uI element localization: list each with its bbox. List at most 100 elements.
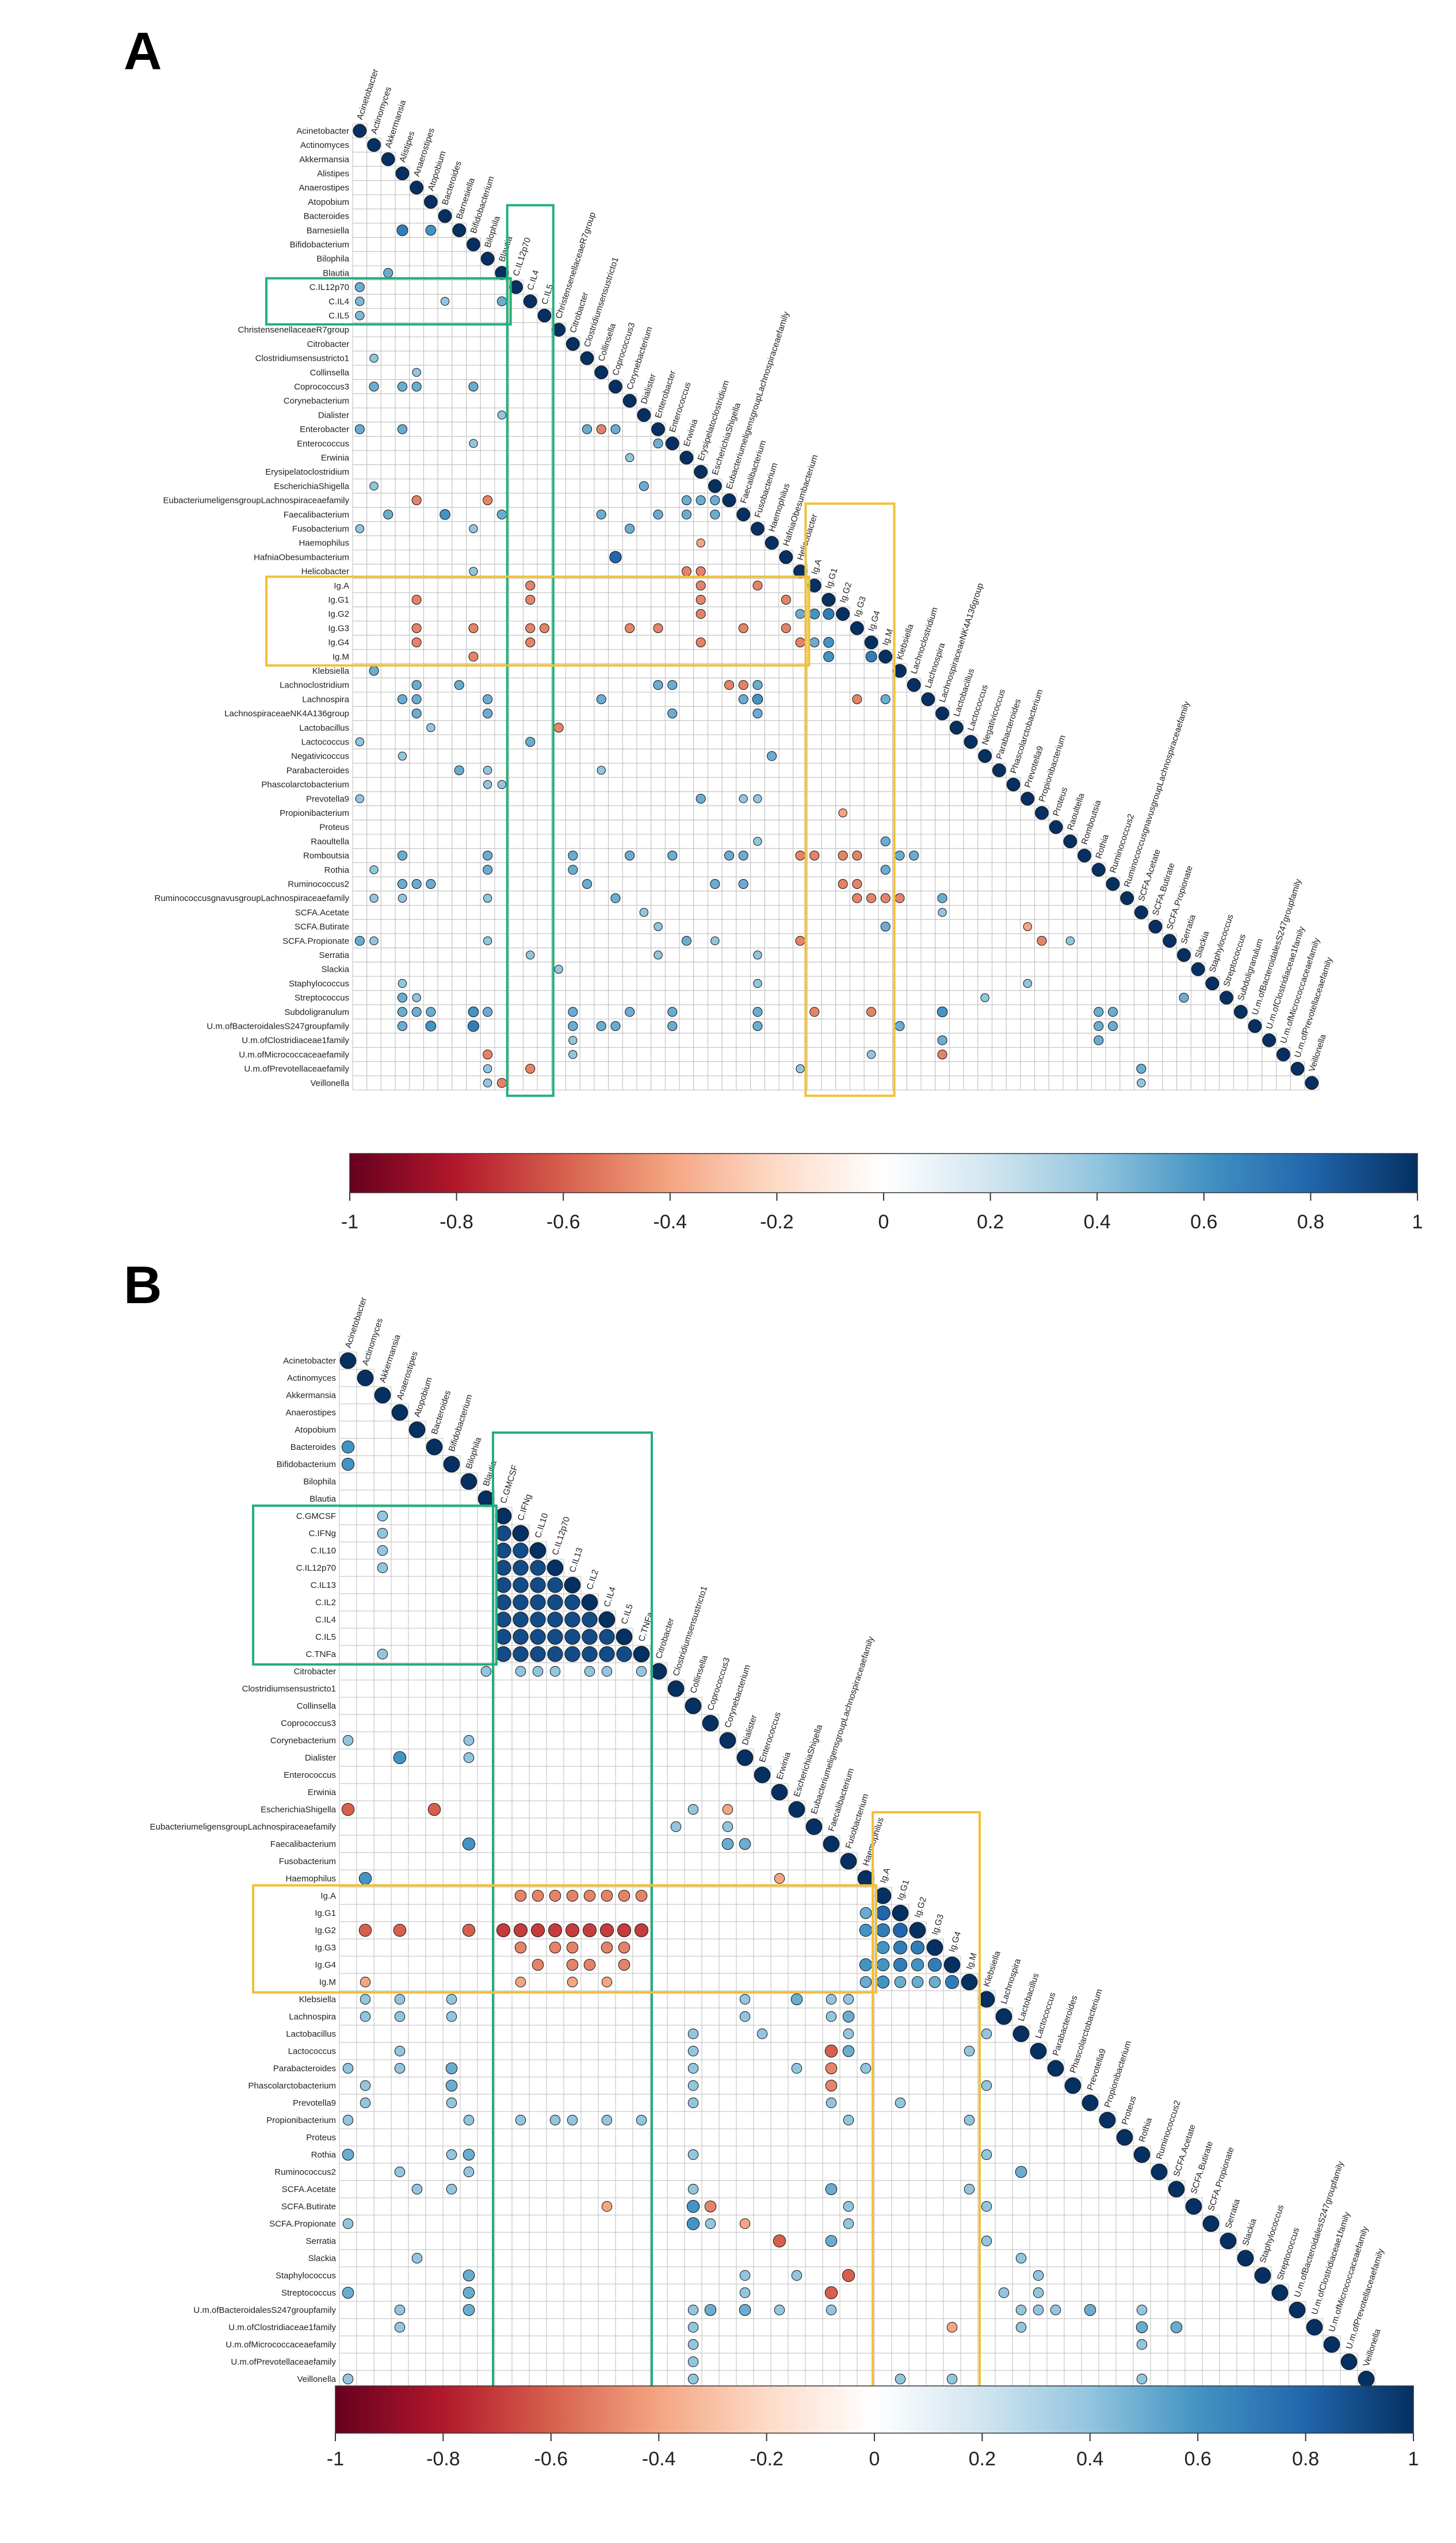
correlation-mark-u-m-ofbacteroidaless247groupfamily-erwinia — [774, 2304, 785, 2316]
row-label-u-m-ofprevotellaceaefamily: U.m.ofPrevotellaceaefamily — [244, 1064, 349, 1074]
grid-cell — [529, 2284, 547, 2302]
grid-cell — [736, 862, 751, 877]
grid-cell — [992, 948, 1007, 963]
grid-cell — [1098, 2214, 1117, 2233]
grid-cell — [494, 2094, 513, 2112]
grid-cell — [1046, 2180, 1065, 2198]
correlation-mark-lachnoclostridium-enterobacter — [653, 680, 663, 690]
grid-cell — [770, 2025, 789, 2043]
grid-cell — [1162, 1061, 1178, 1076]
grid-cell — [1034, 891, 1049, 906]
grid-cell — [992, 1061, 1007, 1076]
grid-cell — [511, 2042, 530, 2060]
grid-cell — [651, 578, 666, 593]
correlation-mark-c-il5-c-ifng — [513, 1629, 529, 1645]
grid-cell — [460, 2214, 478, 2233]
row-label-scfa-butirate: SCFA.Butirate — [281, 2202, 336, 2212]
grid-cell — [395, 621, 410, 636]
grid-cell — [935, 948, 950, 963]
grid-cell — [1219, 2318, 1237, 2336]
grid-cell — [1150, 2335, 1168, 2354]
grid-cell — [719, 2128, 737, 2147]
correlation-mark-c-il5-c-il10 — [530, 1629, 546, 1645]
grid-cell — [537, 961, 552, 977]
grid-cell — [391, 1507, 409, 1525]
correlation-mark-raoultella-ig-m — [880, 836, 891, 846]
grid-cell — [926, 2025, 944, 2043]
correlation-mark-ruminococcus2-faecalibacterium — [738, 879, 748, 889]
correlation-mark-c-il4-c-il10 — [530, 1612, 546, 1628]
grid-cell — [598, 2214, 616, 2233]
grid-cell — [664, 990, 680, 1005]
grid-cell — [667, 2318, 685, 2336]
grid-cell — [529, 2025, 547, 2043]
diagonal-mark-prevotella9 — [1082, 2094, 1099, 2111]
grid-cell — [708, 919, 723, 934]
correlation-mark-lactococcus-faecalibacterium — [824, 2044, 838, 2058]
grid-cell — [736, 2128, 754, 2147]
grid-cell — [1012, 2145, 1030, 2164]
grid-cell — [391, 1835, 409, 1853]
grid-cell — [373, 2214, 392, 2233]
grid-cell — [1029, 2076, 1048, 2095]
grid-cell — [1029, 2111, 1048, 2129]
grid-cell — [452, 507, 467, 522]
correlation-mark-eubacteriumeligensgrouplachnospiraceaefamily-clostridiumsensustricto1 — [670, 1821, 682, 1832]
grid-cell — [366, 393, 381, 408]
grid-cell — [565, 763, 580, 778]
grid-cell — [949, 1075, 964, 1091]
grid-cell — [788, 1817, 806, 1836]
grid-cell — [770, 2335, 789, 2354]
grid-cell — [622, 422, 637, 437]
grid-cell — [721, 720, 737, 735]
grid-cell — [636, 635, 652, 650]
diagonal-mark-c-il2 — [581, 1594, 598, 1611]
correlation-mark-citrobacter-c-tnfa — [636, 1666, 647, 1677]
grid-cell — [452, 479, 467, 494]
grid-cell — [580, 1783, 599, 1801]
grid-cell — [522, 393, 538, 408]
grid-cell — [736, 976, 751, 991]
grid-cell — [563, 1714, 582, 1732]
grid-cell — [546, 2076, 564, 2095]
grid-cell — [821, 990, 836, 1005]
grid-cell — [395, 919, 410, 934]
correlation-mark-citrobacter-c-il4 — [601, 1666, 613, 1677]
grid-cell — [442, 1973, 461, 1991]
grid-cell — [395, 961, 410, 977]
grid-cell — [409, 763, 424, 778]
grid-cell — [1046, 2284, 1065, 2302]
grid-cell — [788, 2128, 806, 2147]
grid-cell — [863, 905, 879, 920]
correlation-mark-lactobacillus-collinsella — [687, 2028, 699, 2040]
grid-cell — [651, 734, 666, 750]
row-label-c-il4: C.IL4 — [328, 297, 349, 307]
grid-cell — [821, 919, 836, 934]
grid-cell — [891, 2232, 909, 2250]
row-label-dialister: Dialister — [305, 1753, 336, 1763]
correlation-mark-propionibacterium-c-tnfa — [636, 2114, 647, 2126]
grid-cell — [608, 492, 623, 508]
grid-cell — [395, 393, 410, 408]
grid-cell — [874, 2353, 892, 2371]
correlation-mark-scfa-propionate-actinomyces — [369, 936, 379, 945]
row-label-staphylococcus: Staphylococcus — [276, 2271, 336, 2281]
grid-cell — [835, 663, 851, 678]
grid-cell — [352, 379, 368, 394]
grid-cell — [651, 763, 666, 778]
grid-cell — [598, 1748, 616, 1767]
grid-cell — [522, 1075, 538, 1091]
grid-cell — [366, 407, 381, 423]
grid-cell — [821, 933, 836, 949]
grid-cell — [778, 948, 794, 963]
grid-cell — [753, 2076, 771, 2095]
grid-cell — [509, 1018, 523, 1034]
grid-cell — [437, 976, 453, 991]
grid-cell — [529, 1938, 547, 1957]
grid-cell — [667, 1852, 685, 1870]
grid-cell — [622, 749, 637, 764]
grid-cell — [622, 1061, 637, 1076]
correlation-mark-lachnoclostridium-enterococcus — [667, 680, 678, 690]
grid-cell — [395, 293, 410, 309]
grid-cell — [425, 1921, 444, 1939]
